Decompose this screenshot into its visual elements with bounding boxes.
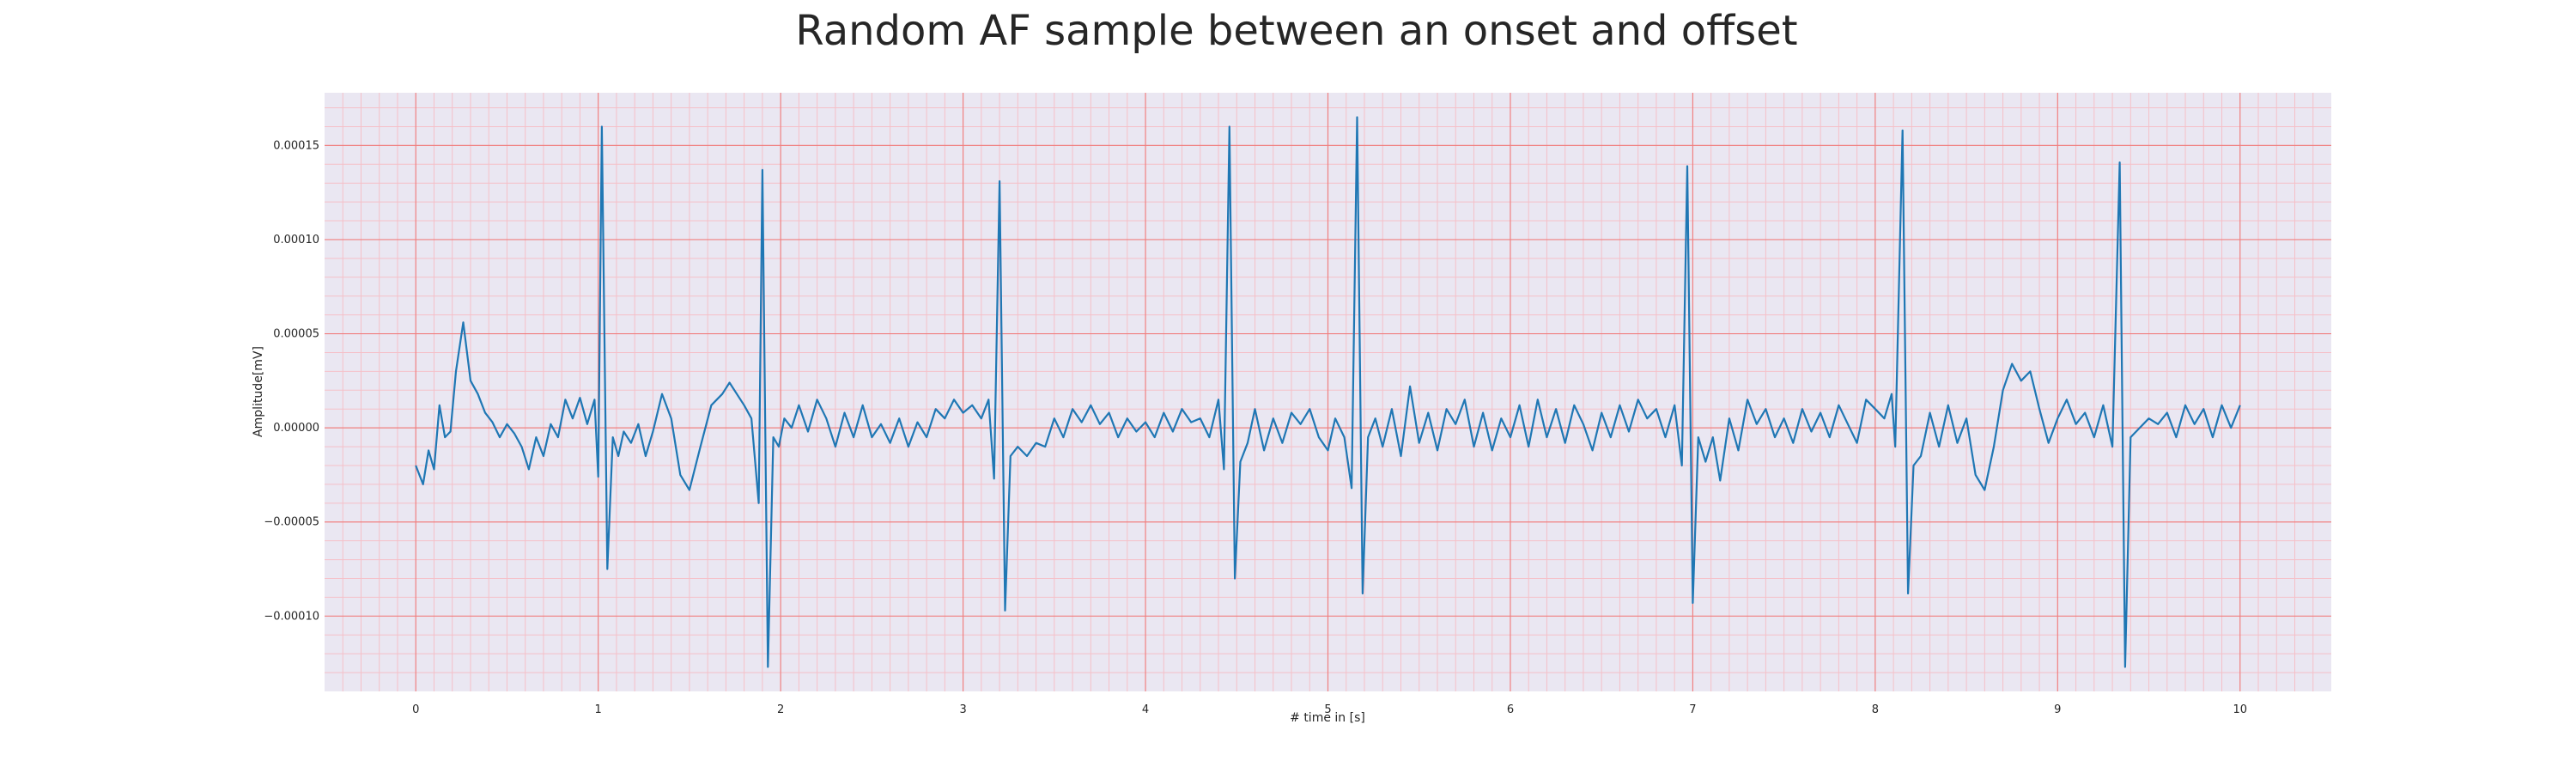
x-tick-label: 1 [595, 703, 602, 716]
y-tick-label: −0.00005 [264, 516, 319, 529]
x-axis-label: # time in [s] [1290, 711, 1365, 725]
chart-title: Random AF sample between an onset and of… [795, 7, 1797, 55]
y-axis-label: Amplitude[mV] [252, 346, 265, 437]
x-tick-label: 5 [1324, 703, 1331, 716]
y-tick-label: −0.00010 [264, 610, 319, 623]
y-tick-label: 0.00000 [273, 422, 319, 435]
y-axis-ticks: −0.00010 −0.00005 0.00000 0.00005 0.00010 0.0… [264, 139, 319, 623]
x-tick-label: 0 [412, 703, 419, 716]
x-axis-ticks: 0 1 2 3 4 5 6 7 8 9 10 [412, 703, 2247, 716]
major-grid [325, 93, 2331, 691]
x-tick-label: 3 [959, 703, 966, 716]
x-tick-label: 8 [1872, 703, 1879, 716]
x-tick-label: 4 [1142, 703, 1149, 716]
signal-line [415, 116, 2241, 668]
x-tick-label: 7 [1689, 703, 1696, 716]
x-tick-label: 2 [777, 703, 784, 716]
x-tick-label: 10 [2233, 703, 2247, 716]
x-tick-label: 9 [2054, 703, 2061, 716]
y-tick-label: 0.00005 [273, 328, 319, 341]
y-tick-label: 0.00015 [273, 139, 319, 152]
y-tick-label: 0.00010 [273, 234, 319, 247]
x-tick-label: 6 [1507, 703, 1514, 716]
